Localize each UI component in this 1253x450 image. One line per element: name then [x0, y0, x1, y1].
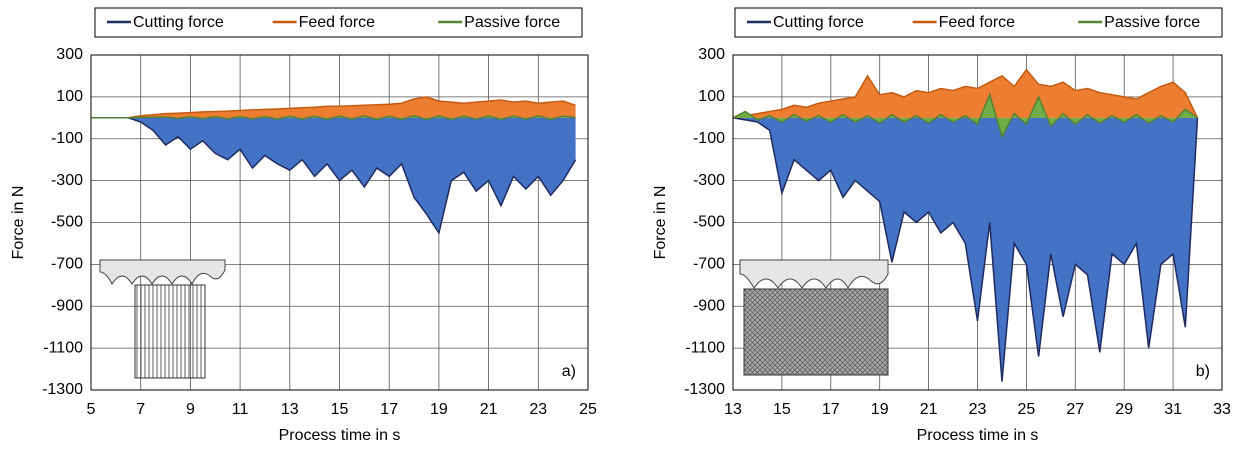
x-tick-label: 17: [822, 401, 840, 418]
x-tick-label: 15: [331, 401, 349, 418]
x-tick-label: 9: [186, 401, 195, 418]
x-tick-label: 27: [1066, 401, 1084, 418]
x-tick-label: 19: [871, 401, 889, 418]
panel-label: a): [562, 363, 576, 380]
y-tick-label: -500: [693, 214, 725, 231]
y-tick-label: -500: [51, 214, 83, 231]
x-axis-label: Process time in s: [917, 427, 1039, 444]
x-tick-label: 29: [1115, 401, 1133, 418]
series-line: [91, 117, 577, 235]
x-tick-label: 21: [920, 401, 938, 418]
series-line: [91, 96, 576, 119]
y-tick-label: -700: [693, 256, 725, 273]
x-tick-label: 25: [579, 401, 597, 418]
series-line: [732, 68, 1199, 119]
legend-label: Passive force: [464, 14, 560, 31]
x-tick-label: 25: [1018, 401, 1036, 418]
x-axis-label: Process time in s: [279, 427, 401, 444]
y-tick-label: -100: [693, 130, 725, 147]
series-area: [733, 117, 1198, 382]
y-tick-label: 100: [698, 88, 725, 105]
y-tick-label: -300: [51, 172, 83, 189]
plot-border: [732, 54, 1223, 391]
legend-box: [734, 7, 1223, 38]
inset-illustration-b: [739, 259, 889, 376]
x-tick-label: 7: [136, 401, 145, 418]
legend-box: [94, 7, 583, 38]
x-tick-label: 15: [773, 401, 791, 418]
y-tick-label: 300: [56, 46, 83, 63]
x-tick-label: 19: [430, 401, 448, 418]
x-tick-label: 5: [87, 401, 96, 418]
series-area: [91, 117, 576, 233]
series-area: [91, 96, 576, 118]
legend-label: Feed force: [299, 14, 376, 31]
series-area: [733, 69, 1198, 118]
y-tick-label: -900: [51, 297, 83, 314]
legend-label: Cutting force: [133, 14, 224, 31]
y-tick-label: -900: [693, 297, 725, 314]
x-tick-label: 11: [232, 401, 249, 418]
y-tick-label: -700: [51, 256, 83, 273]
x-tick-label: 21: [480, 401, 498, 418]
series-line: [732, 117, 1199, 382]
y-tick-label: 100: [56, 88, 83, 105]
x-tick-label: 17: [380, 401, 398, 418]
y-tick-label: -1100: [43, 339, 83, 356]
chart: -1300 -1100 -900 -700 -500 -300 -100 100 300 13 15…: [652, 7, 1231, 444]
x-tick-label: 33: [1213, 401, 1231, 418]
y-tick-label: -1300: [684, 381, 725, 398]
x-tick-label: 23: [969, 401, 987, 418]
legend-label: Passive force: [1104, 14, 1200, 31]
series-line: [732, 92, 1198, 139]
legend-label: Cutting force: [773, 14, 864, 31]
y-tick-label: -1300: [42, 381, 83, 398]
y-tick-label: -300: [693, 172, 725, 189]
plot-border: [90, 54, 589, 391]
series-line: [91, 114, 576, 121]
y-tick-label: -1100: [685, 339, 725, 356]
y-axis-label: Force in N: [652, 186, 669, 260]
y-axis-label: Force in N: [10, 186, 27, 260]
y-tick-label: -100: [51, 130, 83, 147]
x-tick-label: 31: [1164, 401, 1182, 418]
x-tick-label: 23: [529, 401, 547, 418]
x-tick-label: 13: [724, 401, 742, 418]
y-tick-label: 300: [698, 46, 725, 63]
panel-label: b): [1196, 363, 1210, 380]
x-tick-label: 13: [281, 401, 299, 418]
chart: -1300 -1100 -900 -700 -500 -300 -100 100 300 5 7 9 1…: [10, 7, 597, 444]
legend-label: Feed force: [939, 14, 1016, 31]
inset-illustration-a: [99, 259, 226, 379]
